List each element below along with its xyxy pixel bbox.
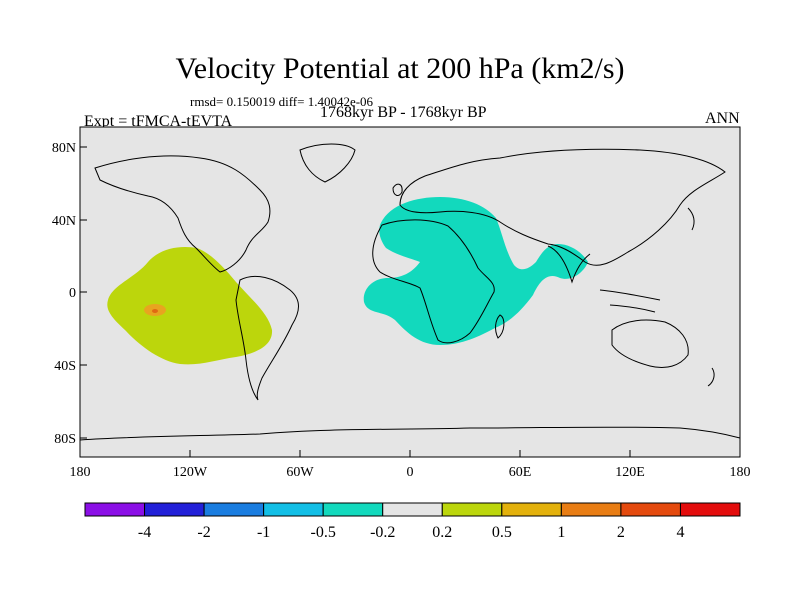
coast-greenland [299, 143, 356, 183]
colorbar-label: -4 [138, 524, 151, 541]
lat-tick-label: 40N [52, 214, 76, 229]
chart-title: Velocity Potential at 200 hPa (km2/s) [175, 52, 625, 85]
lon-tick-label: 0 [407, 465, 414, 480]
colorbar-label: -2 [197, 524, 210, 541]
colorbar-swatch [679, 502, 741, 517]
lon-tick-label: 120W [173, 465, 208, 480]
experiment-label: Expt = tFMCA-tEVTA [84, 113, 233, 130]
colorbar-swatch [203, 502, 265, 517]
positive-anomaly-pacific [107, 246, 273, 365]
coast-japan [687, 207, 695, 231]
colorbar-swatch [620, 502, 681, 517]
colorbar-swatch [322, 502, 384, 517]
coast-antarctica [79, 426, 741, 441]
colorbar-label: -0.5 [311, 524, 336, 541]
coast-eurasia [399, 148, 726, 266]
lat-tick-label: 80S [54, 432, 76, 447]
colorbar-swatch [144, 502, 205, 517]
season-label: ANN [705, 110, 740, 127]
colorbar-label: 0.2 [432, 524, 452, 541]
colorbar-label: 4 [676, 524, 684, 541]
colorbar-swatch [263, 502, 324, 517]
map-panel [79, 126, 741, 458]
colorbar-label: -1 [257, 524, 270, 541]
coast-madagascar [495, 314, 505, 339]
lon-tick-label: 180 [730, 465, 751, 480]
colorbar-swatch [560, 502, 622, 517]
colorbar-swatch [382, 502, 443, 517]
stats-text: rmsd= 0.150019 diff= 1.40042e-06 [190, 94, 374, 109]
positive-anomaly-peak [152, 309, 158, 313]
coast-uk [392, 183, 403, 196]
colorbar-label: 1 [557, 524, 565, 541]
colorbar: -4 -2 -1 -0.5 -0.2 0.2 0.5 1 2 4 [84, 502, 741, 541]
lat-tick-label: 40S [54, 359, 76, 374]
lon-tick-label: 180 [70, 465, 91, 480]
tick-marks [79, 146, 741, 457]
lon-tick-label: 120E [615, 465, 645, 480]
coast-indonesia [599, 289, 661, 313]
coast-south-america [235, 275, 299, 401]
coast-new-zealand [707, 367, 715, 387]
colorbar-label: -0.2 [370, 524, 395, 541]
lon-tick-label: 60E [509, 465, 532, 480]
period-label: 1768kyr BP - 1768kyr BP [320, 104, 487, 121]
coast-africa [372, 219, 495, 344]
colorbar-swatch [441, 502, 503, 517]
negative-anomaly-africa-asia [363, 197, 588, 345]
coast-india [547, 245, 591, 284]
coastlines [79, 143, 741, 441]
coast-australia [611, 319, 689, 369]
colorbar-swatch [84, 502, 146, 517]
lon-tick-label: 60W [286, 465, 314, 480]
lat-tick-label: 80N [52, 141, 76, 156]
colorbar-label: 2 [617, 524, 625, 541]
colorbar-swatch [501, 502, 562, 517]
coast-north-america [94, 155, 271, 273]
colorbar-label: 0.5 [492, 524, 512, 541]
lat-tick-label: 0 [69, 286, 76, 301]
